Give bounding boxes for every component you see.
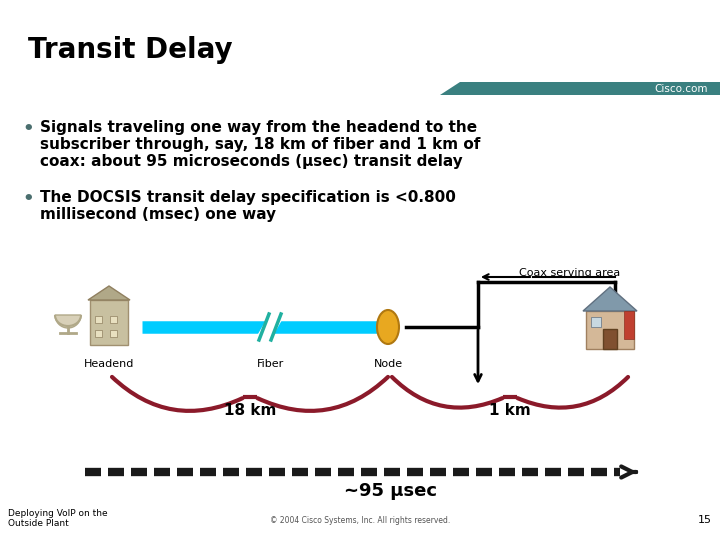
Text: Node: Node [374, 359, 402, 369]
Text: subscriber through, say, 18 km of fiber and 1 km of: subscriber through, say, 18 km of fiber … [40, 137, 480, 152]
Bar [95, 330, 102, 337]
Bar [603, 329, 617, 349]
Bar [591, 317, 601, 327]
Polygon shape [440, 82, 720, 95]
Bar [95, 316, 102, 323]
Text: 15: 15 [698, 515, 712, 525]
Bar [586, 311, 634, 349]
Text: Deploying VoIP on the: Deploying VoIP on the [8, 509, 107, 518]
Text: Fiber: Fiber [256, 359, 284, 369]
Text: Transit Delay: Transit Delay [28, 36, 233, 64]
Bar [110, 330, 117, 337]
Text: © 2004 Cisco Systems, Inc. All rights reserved.: © 2004 Cisco Systems, Inc. All rights re… [270, 516, 450, 525]
Text: •: • [22, 190, 34, 208]
Ellipse shape [377, 310, 399, 344]
Text: •: • [22, 120, 34, 138]
Text: Coax serving area: Coax serving area [519, 268, 621, 278]
Text: 18 km: 18 km [224, 403, 276, 418]
Wedge shape [55, 315, 81, 328]
Text: Outside Plant: Outside Plant [8, 519, 68, 528]
Text: The DOCSIS transit delay specification is <0.800: The DOCSIS transit delay specification i… [40, 190, 456, 205]
Text: Headend: Headend [84, 359, 134, 369]
Bar [624, 311, 634, 339]
Text: Cisco.com: Cisco.com [654, 84, 708, 93]
Bar [110, 316, 117, 323]
Text: Signals traveling one way from the headend to the: Signals traveling one way from the heade… [40, 120, 477, 135]
Text: millisecond (msec) one way: millisecond (msec) one way [40, 207, 276, 222]
Polygon shape [583, 287, 637, 311]
Text: 1 km: 1 km [489, 403, 531, 418]
Text: coax: about 95 microseconds (μsec) transit delay: coax: about 95 microseconds (μsec) trans… [40, 154, 463, 169]
Text: ~95 μsec: ~95 μsec [343, 482, 436, 500]
Polygon shape [88, 286, 130, 300]
Bar [90, 300, 128, 345]
